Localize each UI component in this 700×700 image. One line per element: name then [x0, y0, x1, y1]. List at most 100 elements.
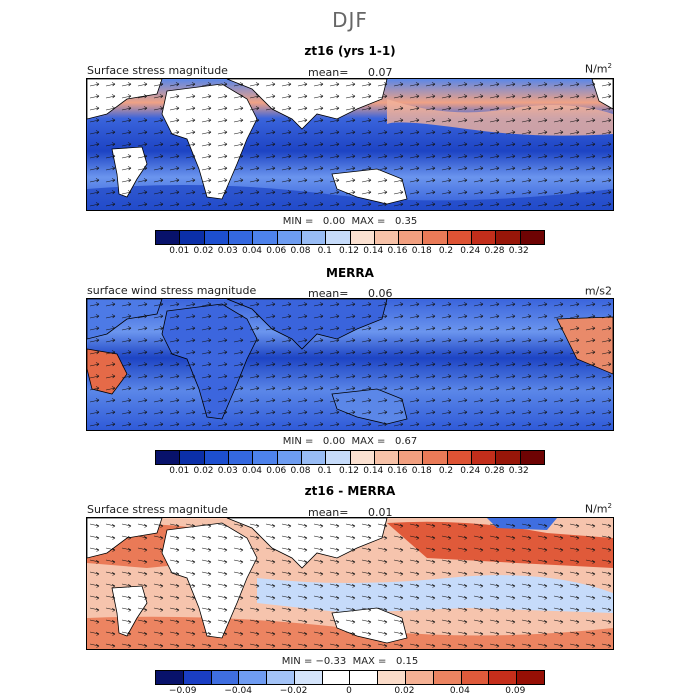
panel-3-colorbar-ticks: −0.09 −0.04 −0.02 0 0.02 0.04 0.09	[155, 686, 543, 698]
colorbar-swatch	[300, 451, 326, 464]
colorbar-tick-label: −0.09	[168, 686, 197, 696]
wind-vectors	[87, 518, 613, 649]
panel-1-mean-value: 0.07	[368, 66, 393, 79]
colorbar-swatch	[182, 671, 211, 684]
colorbar-tick-label: 0.32	[508, 246, 529, 256]
colorbar-swatch	[276, 231, 301, 244]
colorbar-swatch	[293, 671, 322, 684]
colorbar-tick-label: 0.32	[508, 466, 529, 476]
panel-3-mean-value: 0.01	[368, 506, 393, 519]
panel-1-title: zt16 (yrs 1-1)	[304, 44, 396, 58]
colorbar-swatch	[422, 231, 447, 244]
colorbar-tick-label: −0.02	[279, 686, 308, 696]
panel-1-map	[86, 78, 614, 211]
colorbar-tick-label: 0.06	[266, 466, 287, 476]
colorbar-swatch	[266, 671, 294, 684]
panel-2-colorbar	[155, 450, 545, 465]
colorbar-swatch	[446, 231, 472, 244]
panel-1-mean-label: mean=	[308, 66, 349, 79]
colorbar-tick-label: 0.1	[317, 466, 332, 476]
panel-2-mean-label: mean=	[308, 287, 349, 300]
colorbar-swatch	[276, 451, 301, 464]
panel-3-mean-label: mean=	[308, 506, 349, 519]
panel-3-map-svg	[87, 518, 613, 649]
colorbar-swatch	[252, 451, 277, 464]
panel-3-colorbar	[155, 670, 545, 685]
colorbar-tick-label: 0.24	[460, 246, 481, 256]
colorbar-swatch	[398, 231, 423, 244]
panel-1-variable-label: Surface stress magnitude	[87, 64, 228, 77]
wind-vectors	[87, 79, 613, 210]
wind-vectors	[87, 299, 613, 430]
colorbar-tick-label: 0.12	[338, 246, 360, 256]
colorbar-swatch	[488, 671, 517, 684]
colorbar-swatch	[519, 451, 544, 464]
colorbar-tick-label: 0.2	[438, 466, 454, 476]
colorbar-tick-label: 0.03	[217, 466, 238, 476]
colorbar-swatch	[156, 231, 180, 244]
colorbar-swatch	[516, 671, 544, 684]
panel-1-colorbar	[155, 230, 545, 245]
panel-3-variable-label: Surface stress magnitude	[87, 503, 228, 516]
colorbar-tick-label: −0.04	[224, 686, 252, 696]
panel-2-min-max: MIN = 0.00 MAX = 0.67	[282, 436, 418, 447]
colorbar-swatch	[373, 231, 399, 244]
colorbar-tick-label: 0.01	[169, 246, 190, 256]
colorbar-tick-label: 0.14	[363, 466, 384, 476]
panel-3-map	[86, 517, 614, 650]
colorbar-tick-label: 0.1	[317, 246, 332, 256]
colorbar-tick-label: 0.08	[290, 246, 311, 256]
colorbar-swatch	[227, 451, 253, 464]
colorbar-swatch	[471, 231, 496, 244]
colorbar-swatch	[349, 451, 374, 464]
colorbar-swatch	[432, 671, 461, 684]
colorbar-swatch	[325, 231, 350, 244]
colorbar-tick-label: 0.28	[484, 246, 505, 256]
colorbar-swatch	[460, 671, 489, 684]
colorbar-tick-label: 0.01	[169, 466, 190, 476]
colorbar-tick-label: 0.03	[217, 246, 238, 256]
colorbar-tick-label: 0.04	[241, 466, 263, 476]
main-title: DJF	[332, 8, 368, 32]
colorbar-swatch	[179, 451, 204, 464]
colorbar-swatch	[349, 231, 374, 244]
colorbar-tick-label: 0.18	[411, 466, 432, 476]
panel-2-mean-value: 0.06	[368, 287, 393, 300]
colorbar-swatch	[495, 231, 520, 244]
colorbar-tick-label: 0.06	[266, 246, 287, 256]
panel-1-colorbar-ticks: 0.01 0.02 0.03 0.04 0.06 0.08 0.1 0.12 0.14 0.16 0…	[155, 246, 543, 258]
colorbar-swatch	[495, 451, 520, 464]
colorbar-swatch	[373, 451, 399, 464]
colorbar-tick-label: 0.09	[505, 686, 526, 696]
colorbar-tick-label: 0.16	[387, 466, 408, 476]
panel-2-colorbar-ticks: 0.01 0.02 0.03 0.04 0.06 0.08 0.1 0.12 0.14 0.16 0…	[155, 466, 543, 478]
colorbar-swatch	[349, 671, 378, 684]
colorbar-swatch	[238, 671, 267, 684]
colorbar-tick-label: 0.02	[193, 466, 214, 476]
colorbar-tick-label: 0.04	[449, 686, 470, 696]
colorbar-tick-label: 0.02	[193, 246, 214, 256]
colorbar-tick-label: 0.18	[411, 246, 432, 256]
colorbar-swatch	[179, 231, 204, 244]
colorbar-swatch	[210, 671, 239, 684]
panel-1-units: N/m2	[584, 62, 612, 76]
colorbar-swatch	[227, 231, 253, 244]
colorbar-swatch	[446, 451, 472, 464]
colorbar-tick-label: 0.16	[387, 246, 408, 256]
colorbar-swatch	[300, 231, 326, 244]
colorbar-tick-label: 0.14	[363, 246, 384, 256]
colorbar-tick-label: 0.08	[290, 466, 311, 476]
panel-2-units: m/s2	[584, 284, 612, 298]
colorbar-swatch	[405, 671, 433, 684]
colorbar-tick-label: 0.12	[338, 466, 360, 476]
colorbar-swatch	[377, 671, 406, 684]
colorbar-tick-label: 0.02	[394, 686, 415, 696]
panel-3-title: zt16 - MERRA	[304, 484, 396, 498]
colorbar-swatch	[422, 451, 447, 464]
colorbar-swatch	[203, 451, 228, 464]
panel-3-min-max: MIN = −0.33 MAX = 0.15	[281, 656, 419, 667]
colorbar-swatch	[252, 231, 277, 244]
colorbar-tick-label: 0	[346, 686, 352, 696]
panel-3-units: N/m2	[584, 502, 612, 516]
colorbar-swatch	[471, 451, 496, 464]
